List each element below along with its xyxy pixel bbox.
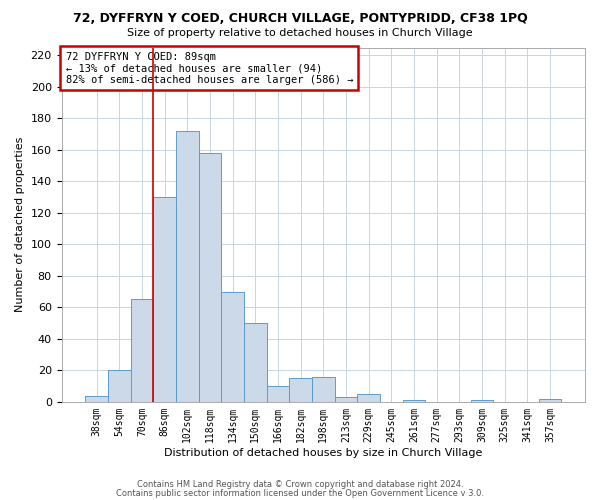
Bar xyxy=(357,394,380,402)
Bar xyxy=(403,400,425,402)
Text: 72, DYFFRYN Y COED, CHURCH VILLAGE, PONTYPRIDD, CF38 1PQ: 72, DYFFRYN Y COED, CHURCH VILLAGE, PONT… xyxy=(73,12,527,26)
Text: Contains public sector information licensed under the Open Government Licence v : Contains public sector information licen… xyxy=(116,488,484,498)
Text: Contains HM Land Registry data © Crown copyright and database right 2024.: Contains HM Land Registry data © Crown c… xyxy=(137,480,463,489)
Text: 72 DYFFRYN Y COED: 89sqm
← 13% of detached houses are smaller (94)
82% of semi-d: 72 DYFFRYN Y COED: 89sqm ← 13% of detach… xyxy=(65,52,353,85)
Y-axis label: Number of detached properties: Number of detached properties xyxy=(15,137,25,312)
Bar xyxy=(335,397,357,402)
Bar xyxy=(244,323,266,402)
Bar xyxy=(85,396,108,402)
Bar xyxy=(289,378,312,402)
Bar xyxy=(154,197,176,402)
Bar xyxy=(539,398,561,402)
Bar xyxy=(131,300,154,402)
Bar xyxy=(108,370,131,402)
Text: Size of property relative to detached houses in Church Village: Size of property relative to detached ho… xyxy=(127,28,473,38)
X-axis label: Distribution of detached houses by size in Church Village: Distribution of detached houses by size … xyxy=(164,448,482,458)
Bar xyxy=(266,386,289,402)
Bar xyxy=(312,376,335,402)
Bar xyxy=(199,153,221,402)
Bar xyxy=(470,400,493,402)
Bar xyxy=(176,131,199,402)
Bar xyxy=(221,292,244,402)
